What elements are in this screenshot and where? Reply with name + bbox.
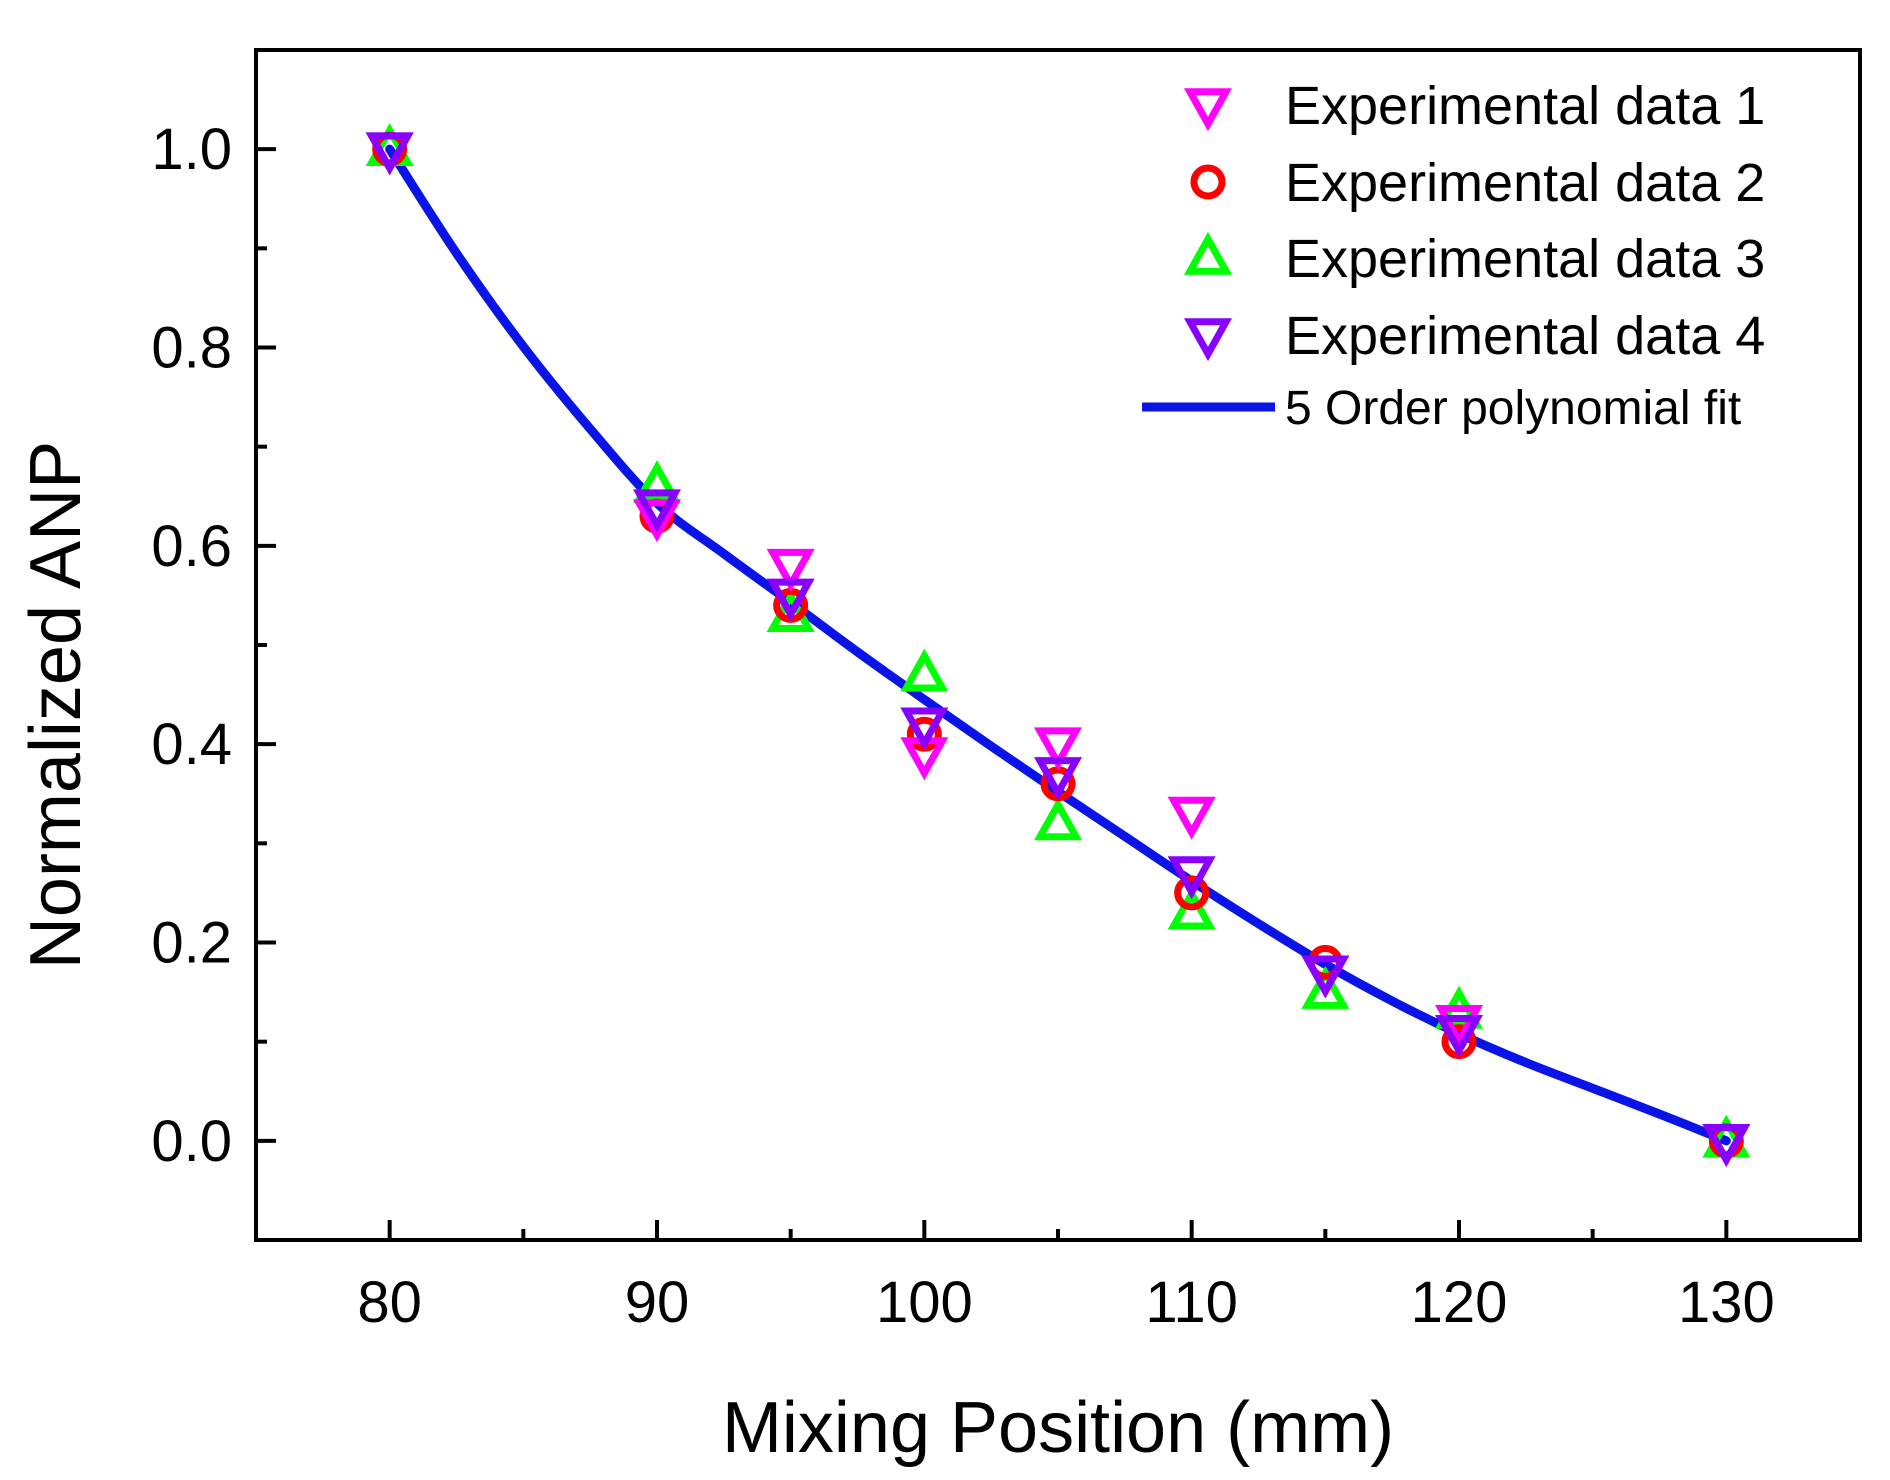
data-point-series-1 [1033, 727, 1083, 771]
y-tick-label: 0.8 [151, 316, 232, 381]
legend-marker-series-1 [1183, 88, 1233, 132]
data-point-series-3 [1301, 965, 1350, 1009]
y-axis: 0.0 0.2 0.4 0.6 0.8 1.0 [151, 117, 276, 1242]
y-tick-label: 0.4 [151, 712, 232, 777]
x-tick-label: 90 [625, 1270, 690, 1335]
legend-label-series-4: Experimental data 4 [1285, 306, 1765, 366]
legend: Experimental data 1 Experimental data 2 Ex… [1142, 76, 1765, 435]
legend-label-series-2: Experimental data 2 [1285, 153, 1765, 213]
x-tick-label: 130 [1678, 1270, 1775, 1335]
x-tick-label: 100 [876, 1270, 973, 1335]
data-point-series-1 [766, 548, 815, 592]
x-tick-label: 110 [1145, 1270, 1237, 1335]
legend-marker-series-3 [1183, 231, 1233, 275]
x-tick-label: 120 [1411, 1270, 1508, 1335]
legend-marker-series-4 [1183, 318, 1233, 362]
fit-layer [385, 144, 1731, 1146]
x-tick-label: 80 [357, 1270, 422, 1335]
legend-label-fit: 5 Order polynomial fit [1285, 382, 1741, 435]
y-axis-title: Normalized ANP [16, 441, 96, 969]
data-point-series-4 [1434, 1014, 1484, 1058]
y-tick-label: 0.2 [151, 911, 232, 976]
data-point-series-4 [766, 578, 815, 622]
data-point-series-3 [900, 648, 949, 692]
marker-layer [365, 122, 1751, 1168]
x-axis: 80 90 100 110 120 130 [357, 1220, 1775, 1335]
y-tick-label: 1.0 [151, 117, 232, 182]
data-point-series-4 [900, 707, 949, 751]
data-point-series-1 [1434, 1005, 1484, 1049]
y-tick-label: 0.0 [151, 1109, 232, 1174]
legend-marker-series-2 [1190, 164, 1226, 200]
data-point-series-4 [632, 489, 682, 533]
y-tick-label: 0.6 [151, 514, 232, 579]
data-point-series-1 [1167, 796, 1216, 840]
legend-label-series-1: Experimental data 1 [1285, 76, 1765, 136]
data-point-series-4 [1702, 1124, 1751, 1168]
legend-label-series-3: Experimental data 3 [1285, 229, 1765, 289]
data-point-series-1 [632, 499, 682, 543]
data-point-series-3 [1033, 797, 1083, 841]
data-point-series-4 [365, 132, 414, 176]
data-point-series-4 [1033, 757, 1083, 801]
x-axis-title: Mixing Position (mm) [722, 1388, 1394, 1468]
data-point-series-4 [1167, 856, 1216, 900]
data-point-series-2 [1174, 875, 1210, 911]
data-point-series-3 [1167, 886, 1216, 930]
fit-line [385, 144, 1731, 1146]
data-point-series-4 [1301, 955, 1350, 999]
